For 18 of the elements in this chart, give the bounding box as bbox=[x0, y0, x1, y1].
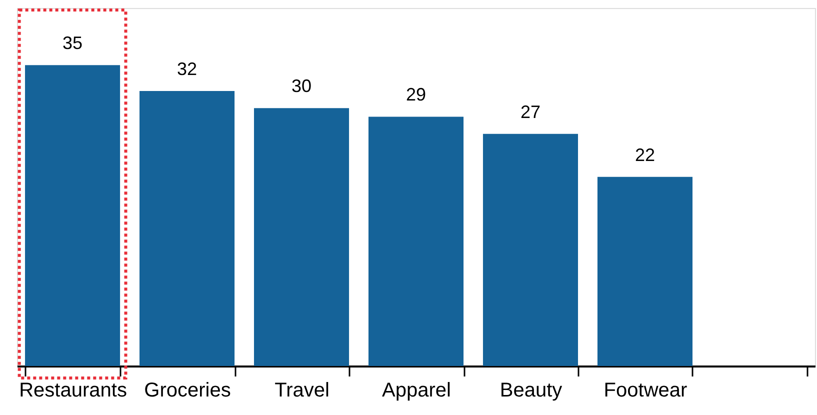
data-label: 35 bbox=[62, 33, 83, 54]
bar bbox=[368, 116, 464, 366]
bar bbox=[140, 90, 235, 366]
bar bbox=[25, 65, 120, 366]
x-tick-label: Beauty bbox=[500, 380, 562, 402]
data-label: 22 bbox=[634, 144, 655, 165]
bar bbox=[482, 134, 578, 366]
x-tick-label: Restaurants bbox=[19, 380, 127, 402]
x-tick-label: Apparel bbox=[382, 380, 451, 402]
data-label: 32 bbox=[177, 58, 198, 79]
bar bbox=[597, 176, 692, 366]
x-tick-label: Groceries bbox=[144, 380, 231, 402]
data-label: 27 bbox=[520, 102, 541, 122]
x-tick-label: Footwear bbox=[604, 380, 688, 402]
data-label: 30 bbox=[291, 76, 312, 96]
data-label: 29 bbox=[406, 84, 426, 105]
x-tick-label: Travel bbox=[274, 380, 330, 402]
bar bbox=[254, 108, 350, 366]
